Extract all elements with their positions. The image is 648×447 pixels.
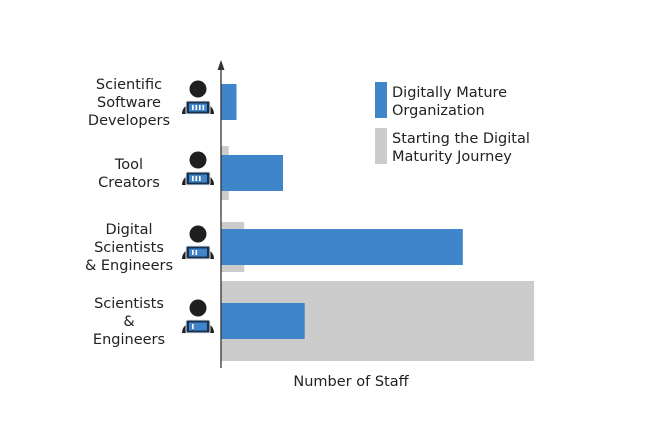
x-axis-title: Number of Staff [293,374,409,390]
bar-mature-0 [221,84,237,120]
category-icons [182,80,214,334]
series-mature-bars [221,84,463,339]
person-with-laptop-icon [182,151,214,186]
bar-mature-1 [221,155,283,191]
category-label-1: Tool Creators [98,157,160,191]
bar-mature-3 [221,303,305,339]
legend-label-0: Digitally Mature Organization [392,85,507,119]
category-label-0: Scientific Software Developers [88,77,170,129]
person-with-laptop-icon [182,225,214,260]
legend-swatch-0 [375,82,387,118]
y-axis [217,60,225,368]
person-with-laptop-icon [182,299,214,334]
category-label-3: Scientists & Engineers [93,296,165,348]
y-axis-arrow [217,60,225,70]
legend-swatch-1 [375,128,387,164]
category-label-2: Digital Scientists & Engineers [85,222,173,274]
person-with-laptop-icon [182,80,214,115]
category-labels: Scientific Software Developers Tool Creators… [85,77,173,348]
legend-label-1: Starting the Digital Maturity Journey [392,131,530,165]
bar-mature-2 [221,229,463,265]
legend: Digitally Mature Organization Starting the… [375,82,530,165]
